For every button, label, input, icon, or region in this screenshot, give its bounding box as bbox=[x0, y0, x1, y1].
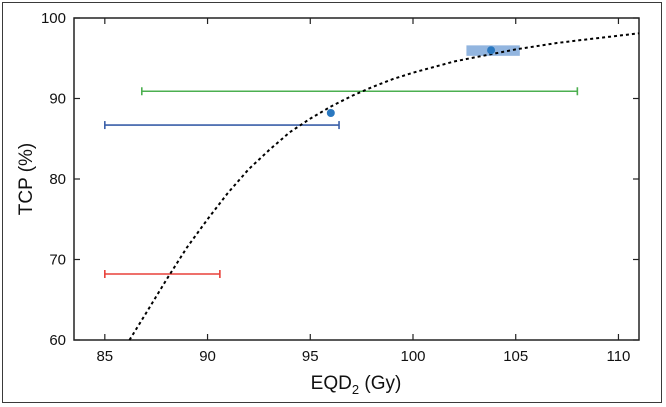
x-tick-label-105: 105 bbox=[503, 348, 528, 365]
y-tick-label-90: 90 bbox=[49, 91, 66, 108]
x-tick-label-95: 95 bbox=[302, 348, 319, 365]
x-axis-label-unit: (Gy) bbox=[359, 373, 401, 394]
x-tick-label-85: 85 bbox=[96, 348, 113, 365]
y-tick-label-100: 100 bbox=[41, 10, 66, 27]
data-marks bbox=[104, 32, 640, 341]
x-axis-label-subscript: 2 bbox=[352, 382, 359, 397]
y-axis-label: TCP (%) bbox=[16, 143, 37, 215]
y-tick-label-60: 60 bbox=[49, 332, 66, 349]
x-axis-label-main: EQD bbox=[311, 373, 352, 394]
tcp-fit-curve bbox=[128, 32, 640, 341]
error-bar-blue bbox=[104, 121, 340, 130]
x-tick-label-110: 110 bbox=[606, 348, 630, 365]
axis-ticks: 85 90 95 100 105 110 60 70 80 90 100 bbox=[41, 10, 639, 365]
y-tick-label-80: 80 bbox=[49, 171, 66, 188]
y-axis-title: TCP (%) bbox=[16, 143, 37, 215]
figure-frame bbox=[2, 2, 662, 403]
y-tick-label-70: 70 bbox=[49, 252, 66, 269]
error-bar-green bbox=[141, 87, 579, 96]
error-bar-red bbox=[104, 269, 221, 278]
point-b bbox=[487, 46, 496, 55]
x-tick-label-90: 90 bbox=[199, 348, 216, 365]
x-tick-label-100: 100 bbox=[400, 348, 425, 365]
point-a bbox=[326, 108, 335, 117]
x-axis-title: EQD2 (Gy) bbox=[311, 373, 402, 397]
